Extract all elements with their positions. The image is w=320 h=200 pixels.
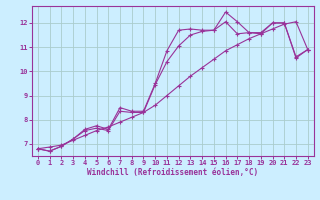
X-axis label: Windchill (Refroidissement éolien,°C): Windchill (Refroidissement éolien,°C) [87, 168, 258, 177]
